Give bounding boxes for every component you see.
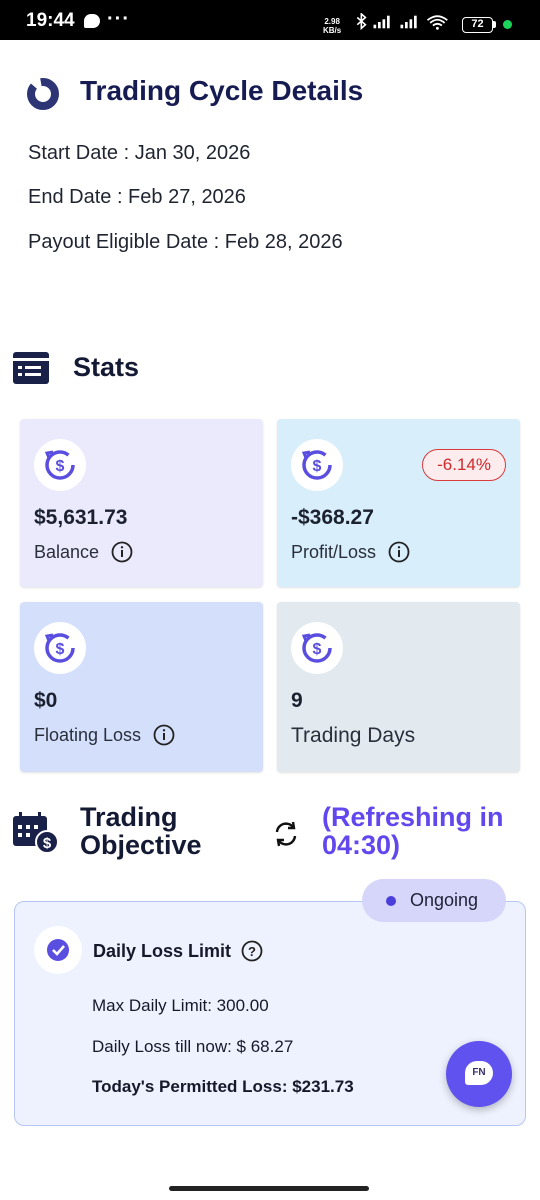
profit-loss-percent-badge: -6.14%	[422, 449, 506, 481]
status-dot	[386, 896, 396, 906]
svg-text:$: $	[56, 641, 65, 658]
profit-loss-label-row: Profit/Loss	[291, 541, 410, 563]
floating-loss-label: Floating Loss	[34, 724, 142, 745]
trading-objective-title: Trading Objective	[80, 803, 202, 859]
floating-loss-card: $ $0 Floating Loss	[20, 602, 263, 772]
refresh-icon[interactable]	[272, 820, 300, 848]
chat-notification-icon	[84, 14, 100, 28]
camera-indicator-dot	[503, 20, 512, 29]
signal-wifi-icons	[356, 13, 448, 31]
balance-card: $ $5,631.73 Balance	[20, 419, 263, 587]
trading-days-value: 9	[291, 689, 303, 712]
objective-title-line2: Objective	[80, 830, 202, 860]
balance-label: Balance	[34, 541, 100, 562]
chat-support-button[interactable]: FN	[446, 1041, 512, 1107]
todays-permitted-loss: Today's Permitted Loss: $231.73	[92, 1077, 354, 1096]
more-notifications-icon: ···	[107, 8, 130, 30]
chat-bubble-icon: FN	[465, 1061, 493, 1085]
wifi-icon	[426, 15, 448, 27]
svg-text:$: $	[313, 458, 322, 475]
svg-text:$: $	[313, 641, 322, 658]
daily-loss-limit-title-row: Daily Loss Limit ?	[93, 940, 263, 962]
daily-loss-limit-title: Daily Loss Limit	[93, 940, 232, 961]
refresh-countdown-line1: (Refreshing in	[322, 802, 504, 832]
cell-signal-2-icon	[400, 15, 417, 29]
payout-eligible-date: Payout Eligible Date : Feb 28, 2026	[28, 231, 343, 253]
stats-card-icon	[13, 352, 49, 384]
home-indicator[interactable]	[169, 1186, 369, 1191]
floating-loss-value: $0	[34, 689, 58, 712]
cell-signal-icon	[373, 15, 390, 29]
objective-calendar-icon: $	[13, 812, 59, 854]
cycle-title: Trading Cycle Details	[80, 75, 364, 106]
dollar-refresh-icon: $	[291, 622, 343, 674]
dollar-refresh-icon: $	[291, 439, 343, 491]
info-icon[interactable]	[111, 541, 133, 563]
status-bar: 19:44 ··· 2.98 KB/s 72	[0, 0, 540, 40]
status-time: 19:44	[26, 10, 75, 31]
network-speed-unit: KB/s	[323, 26, 342, 35]
profit-loss-label: Profit/Loss	[291, 541, 377, 562]
status-badge: Ongoing	[362, 879, 506, 922]
profit-loss-value: -$368.27	[291, 506, 374, 529]
trading-days-label: Trading Days	[291, 724, 416, 747]
battery-tip	[493, 21, 496, 28]
help-icon[interactable]: ?	[241, 940, 263, 962]
svg-text:$: $	[43, 835, 52, 852]
objective-title-line1: Trading	[80, 802, 178, 832]
dollar-refresh-icon: $	[34, 439, 86, 491]
daily-loss-limit-card	[14, 901, 526, 1126]
end-date: End Date : Feb 27, 2026	[28, 186, 246, 208]
trading-days-card: $ 9 Trading Days	[277, 602, 520, 772]
bluetooth-icon	[356, 13, 367, 31]
start-date: Start Date : Jan 30, 2026	[28, 142, 251, 164]
profit-loss-card: $ -6.14% -$368.27 Profit/Loss	[277, 419, 520, 587]
refresh-countdown-line2: 04:30)	[322, 830, 401, 860]
max-daily-limit: Max Daily Limit: 300.00	[92, 996, 269, 1015]
network-speed: 2.98 KB/s	[323, 17, 341, 35]
svg-text:?: ?	[248, 944, 256, 959]
balance-value: $5,631.73	[34, 506, 128, 529]
stats-title: Stats	[73, 352, 140, 382]
dollar-refresh-icon: $	[34, 622, 86, 674]
info-icon[interactable]	[388, 541, 410, 563]
network-speed-value: 2.98	[324, 17, 340, 26]
refresh-countdown: (Refreshing in 04:30)	[322, 803, 504, 859]
svg-text:$: $	[56, 458, 65, 475]
daily-loss-till-now: Daily Loss till now: $ 68.27	[92, 1037, 294, 1056]
status-text: Ongoing	[410, 890, 479, 910]
floating-loss-label-row: Floating Loss	[34, 724, 175, 746]
check-icon	[34, 926, 82, 974]
info-icon[interactable]	[153, 724, 175, 746]
battery-icon: 72	[462, 17, 493, 33]
cycle-logo-icon	[27, 78, 59, 110]
balance-label-row: Balance	[34, 541, 133, 563]
